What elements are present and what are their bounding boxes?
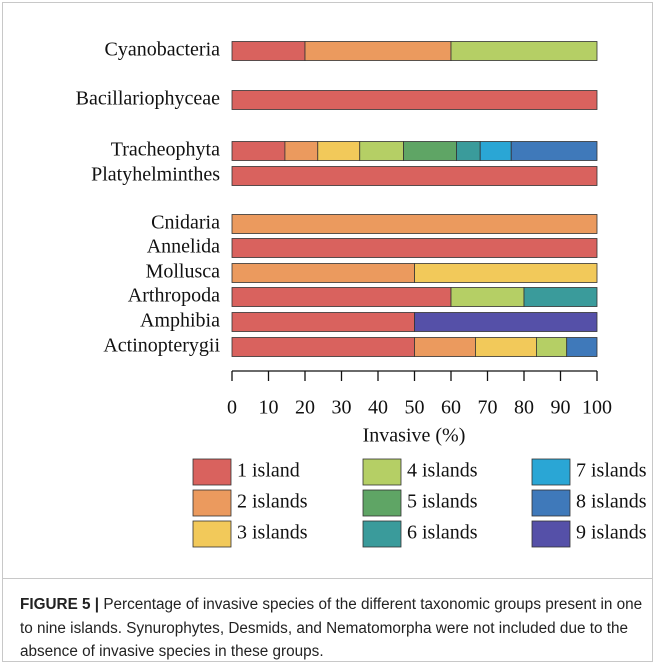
bar-segment [403,141,457,161]
legend-label: 7 islands [576,460,647,482]
legend-label: 6 islands [407,522,478,544]
x-tick-label: 10 [259,397,279,419]
bar-segment [510,141,598,161]
bar-segment [231,90,598,110]
legend-swatch [192,489,232,517]
separator [2,578,653,579]
legend-label: 5 islands [407,491,478,513]
bar-segment [414,337,476,357]
y-tick-label: Cnidaria [151,212,220,234]
legend-label: 4 islands [407,460,478,482]
bar-segment [359,141,404,161]
y-tick-label: Cyanobacteria [105,39,221,61]
x-tick-label: 90 [551,397,571,419]
legend-swatch [362,489,402,517]
x-tick-label: 0 [227,397,237,419]
y-tick-label: Tracheophyta [111,139,220,161]
x-tick-label: 70 [478,397,498,419]
bar-segment [231,312,415,332]
x-tick-label: 100 [582,397,612,419]
bar-segment [523,287,598,307]
y-tick-label: Mollusca [146,261,221,283]
caption: FIGURE 5 | Percentage of invasive specie… [20,593,645,664]
caption-label: FIGURE 5 | [20,596,100,613]
bar-segment [475,337,537,357]
legend-swatch [362,520,402,548]
caption-text: Percentage of invasive species of the di… [20,596,643,660]
x-tick-label: 60 [441,397,461,419]
bar-segment [231,337,415,357]
bar-segment [479,141,512,161]
bar-segment [231,238,598,258]
chart: Invasive (%) 0 10 20 30 40 50 60 70 80 90 100 Cyano… [76,39,647,548]
bar-segment [450,41,598,61]
y-tick-label: Actinopterygii [103,335,220,357]
y-tick-label: Bacillariophyceae [76,88,220,110]
bar-segment [231,166,598,186]
bar-segment [317,141,361,161]
y-tick-label: Annelida [147,236,220,258]
bar-segment [414,312,598,332]
y-tick-label: Amphibia [140,310,220,332]
legend-swatch [362,458,402,486]
legend-label: 2 islands [237,491,308,513]
x-tick-label: 80 [514,397,534,419]
legend-label: 3 islands [237,522,308,544]
legend-label: 1 island [237,460,300,482]
x-tick-label: 40 [368,397,388,419]
bar-segment [231,141,286,161]
legend-label: 8 islands [576,491,647,513]
legend-swatch [531,489,571,517]
bar-segment [304,41,452,61]
x-axis-label: Invasive (%) [363,425,466,447]
bar-segment [450,287,525,307]
x-tick-label: 30 [332,397,352,419]
y-tick-label: Arthropoda [128,285,220,307]
legend-label: 9 islands [576,522,647,544]
bar-segment [231,287,452,307]
x-tick-label: 20 [295,397,315,419]
bar-segment [536,337,568,357]
legend-swatch [531,458,571,486]
x-tick-label: 50 [405,397,425,419]
legend-swatch [192,458,232,486]
bar-segment [231,41,306,61]
bar-segment [284,141,319,161]
bar-segment [231,263,415,283]
bar-segment [456,141,481,161]
legend-swatch [192,520,232,548]
bar-segment [231,214,598,234]
bar-segment [566,337,598,357]
bar-segment [414,263,598,283]
y-tick-label: Platyhelminthes [91,164,220,186]
legend-swatch [531,520,571,548]
